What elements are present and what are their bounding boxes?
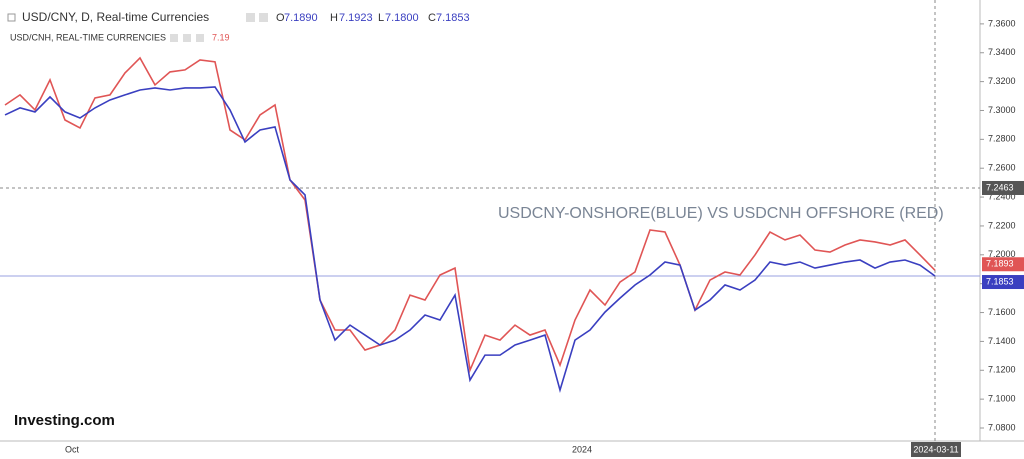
last-value-label: 7.1853 [986,276,1014,286]
symbol2-title: USD/CNH, REAL-TIME CURRENCIES [10,32,166,42]
y-tick-label: 7.1200 [988,365,1016,375]
ohlc-label: O [276,12,285,24]
icon[interactable] [246,13,255,22]
icon[interactable] [259,13,268,22]
y-tick-label: 7.3600 [988,18,1016,28]
crosshair-label-box [982,180,1024,195]
ohlc-label: H [330,12,338,24]
x-tick-label: 2024 [572,444,592,454]
ohlc-value: 7.1800 [385,12,419,24]
ohlc-label: L [378,12,384,24]
ohlc-value: 7.1923 [339,12,373,24]
x-tick-label: 2024-03-11 [913,444,958,454]
collapse-icon[interactable] [7,13,16,22]
ohlc-value: 7.1890 [284,12,318,24]
series-line [4,86,936,393]
series-line [4,56,936,374]
symbol2-value: 7.19 [212,32,230,42]
y-tick-label: 7.2200 [988,220,1016,230]
y-tick-label: 7.1000 [988,394,1016,404]
last-value-label: 7.1893 [986,259,1014,269]
y-tick-label: 7.1400 [988,336,1016,346]
y-tick-label: 7.3200 [988,76,1016,86]
icon[interactable] [170,34,178,42]
x-tick-label: Oct [65,444,80,454]
icon[interactable] [183,34,191,42]
y-tick-label: 7.2000 [988,249,1016,259]
y-tick-label: 7.1600 [988,307,1016,317]
y-tick-label: 7.2800 [988,134,1016,144]
last-value-box [982,257,1024,272]
ohlc-value: 7.1853 [436,12,470,24]
y-tick-label: 7.0800 [988,422,1016,432]
crosshair-label: 7.2463 [986,182,1014,192]
symbol-title: USD/CNY, D, Real-time Currencies [22,10,209,24]
brand-logo: Investing.com [14,412,115,429]
y-tick-label: 7.3000 [988,105,1016,115]
x-crosshair-box [911,442,961,457]
y-tick-label: 7.2400 [988,191,1016,201]
y-tick-label: 7.3400 [988,47,1016,57]
y-tick-label: 7.2600 [988,163,1016,173]
last-value-box [982,275,1024,290]
legend-header: USD/CNY, D, Real-time Currencies O 7.189… [7,10,470,42]
icon[interactable] [196,34,204,42]
annotation: USDCNY-ONSHORE(BLUE) VS USDCNH OFFSHORE … [498,205,944,222]
ohlc-label: C [428,12,436,24]
